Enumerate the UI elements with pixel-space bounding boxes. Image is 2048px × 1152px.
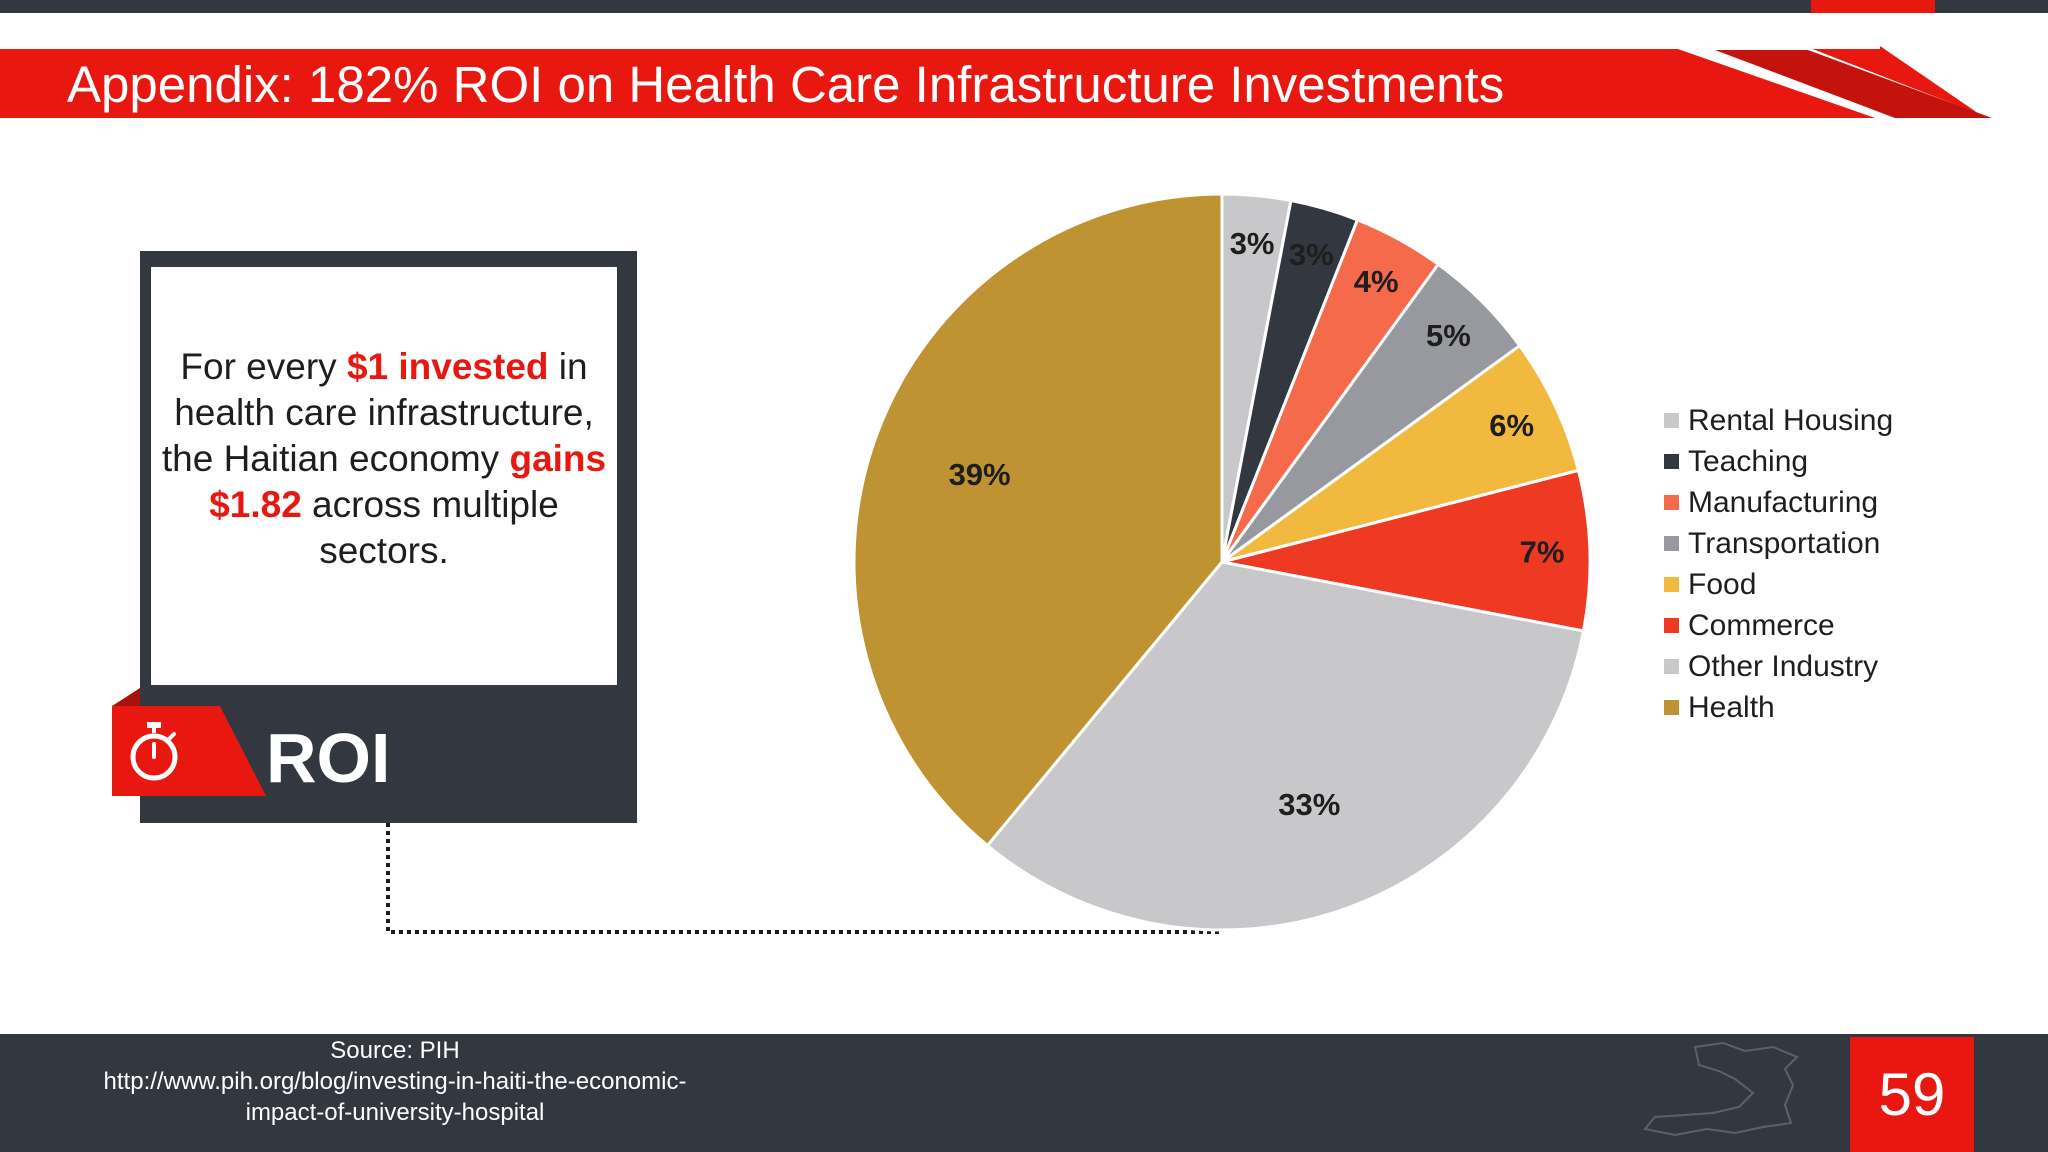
source-url-line-1: http://www.pih.org/blog/investing-in-hai…	[103, 1068, 687, 1095]
top-bar	[0, 0, 2048, 13]
title-banner	[0, 46, 1992, 118]
roi-label: ROI	[266, 719, 391, 797]
pie-label-teaching: 3%	[1289, 237, 1334, 272]
legend-swatch	[1664, 536, 1679, 551]
legend-swatch	[1664, 413, 1679, 428]
legend-label: Other Industry	[1688, 649, 1879, 683]
legend-label: Transportation	[1688, 526, 1881, 560]
pie-chart: 3% 3% 4% 5% 6% 7% 33% 39%	[852, 192, 1592, 932]
pie-label-commerce: 7%	[1520, 534, 1565, 569]
pie-label-transportation: 5%	[1426, 318, 1471, 353]
title-banner-red	[0, 46, 1985, 118]
roi-text-1: For every	[180, 345, 347, 387]
haiti-map-icon	[1643, 1041, 1799, 1137]
chart-legend: Rental Housing Teaching Manufacturing Trans…	[1664, 400, 1893, 728]
legend-item-health: Health	[1664, 687, 1893, 728]
roi-tab	[112, 688, 266, 796]
roi-card-body: For every $1 invested in health care inf…	[151, 267, 617, 685]
legend-swatch	[1664, 454, 1679, 469]
roi-text-2: in health care infrastructure, the Haiti…	[161, 345, 594, 479]
legend-swatch	[1664, 577, 1679, 592]
legend-item-commerce: Commerce	[1664, 605, 1893, 646]
pie-slice-food	[1221, 343, 1581, 564]
source-url-line-2: impact-of-university-hospital	[245, 1099, 545, 1126]
pie-slice-other-industry	[985, 560, 1586, 932]
slide-title: Appendix: 182% ROI on Health Care Infras…	[67, 56, 1505, 113]
legend-item-food: Food	[1664, 564, 1893, 605]
legend-label: Rental Housing	[1688, 403, 1894, 437]
roi-highlight-gains: gains $1.82	[209, 437, 607, 525]
legend-item-other-industry: Other Industry	[1664, 646, 1893, 687]
legend-swatch	[1664, 700, 1679, 715]
legend-label: Commerce	[1688, 608, 1835, 642]
roi-text-3: across multiple sectors.	[301, 483, 559, 571]
legend-swatch	[1664, 618, 1679, 633]
roi-statement: For every $1 invested in health care inf…	[161, 344, 607, 574]
pie-label-rental-housing: 3%	[1230, 226, 1275, 261]
pie-label-other-industry: 33%	[1278, 787, 1340, 822]
legend-label: Food	[1688, 567, 1757, 601]
pie-label-health: 39%	[949, 457, 1011, 492]
stopwatch-icon	[130, 722, 178, 781]
legend-label: Teaching	[1688, 444, 1809, 478]
legend-item-rental-housing: Rental Housing	[1664, 400, 1893, 441]
footer-bar	[0, 1034, 2048, 1152]
pie-slice-health	[852, 192, 1224, 848]
roi-highlight-invested: $1 invested	[346, 345, 549, 387]
pie-slice-commerce	[1221, 468, 1592, 633]
legend-item-transportation: Transportation	[1664, 523, 1893, 564]
source-citation: Source: PIH http://www.pih.org/blog/inve…	[40, 1035, 750, 1128]
pie-label-food: 6%	[1489, 408, 1534, 443]
legend-label: Manufacturing	[1688, 485, 1879, 519]
legend-label: Health	[1688, 690, 1775, 724]
source-label: Source: PIH	[330, 1037, 460, 1064]
pie-label-manufacturing: 4%	[1354, 264, 1399, 299]
legend-swatch	[1664, 495, 1679, 510]
legend-item-manufacturing: Manufacturing	[1664, 482, 1893, 523]
page-number: 59	[1850, 1037, 1974, 1152]
top-accent-bar	[1811, 0, 1935, 13]
title-banner-stripe-dark	[1715, 50, 1992, 118]
legend-swatch	[1664, 659, 1679, 674]
legend-item-teaching: Teaching	[1664, 441, 1893, 482]
